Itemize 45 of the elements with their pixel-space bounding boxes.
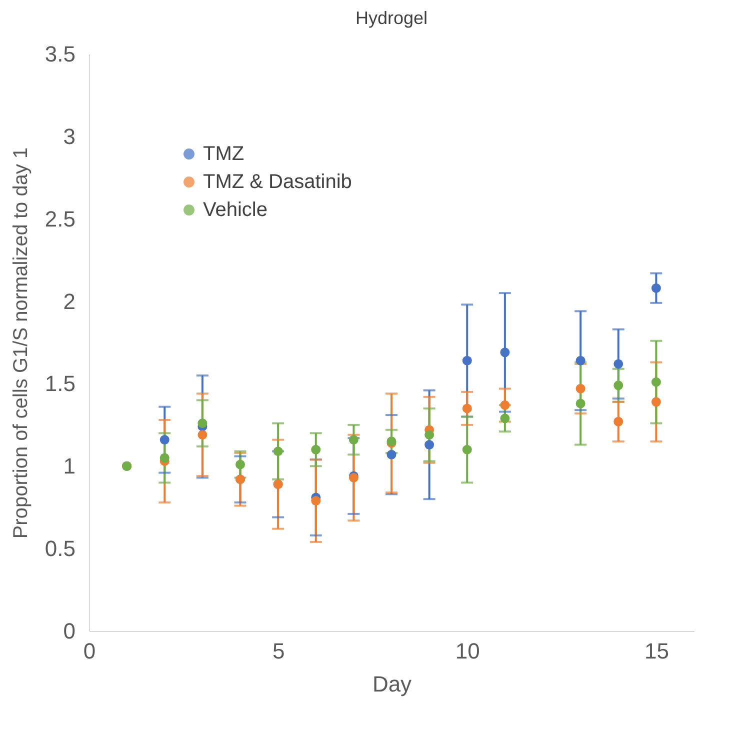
point [311,496,321,506]
legend-label: Vehicle [203,199,268,221]
x-tick-label: 5 [272,638,285,664]
y-tick-label: 0 [63,618,76,644]
point [462,404,472,414]
point [160,453,170,463]
y-tick-label: 0.5 [44,536,76,562]
x-tick-label: 15 [644,638,669,664]
y-tick-label: 2 [63,288,76,314]
point [500,414,510,424]
point [348,435,358,444]
point [311,444,321,454]
y-tick-label: 3.5 [44,42,76,66]
point [500,400,510,410]
chart-title: Hydrogel [355,8,428,28]
y-tick-label: 1.5 [44,371,76,396]
point [198,418,208,428]
y-tick-label: 2.5 [44,206,76,232]
point [386,450,396,460]
point [576,356,586,366]
point [651,283,661,293]
point [273,446,283,456]
point [614,380,624,390]
point [160,435,170,444]
point [576,384,586,394]
legend-label: TMZ & Dasatinib [203,171,352,193]
y-tick-label: 1 [63,454,76,479]
point [500,348,510,358]
y-axis-title: Proportion of cells G1/S normalized to day 1 [10,147,32,539]
y-tick-label: 3 [63,124,76,149]
point [576,398,586,408]
point [614,359,624,369]
x-tick-label: 10 [455,638,480,664]
point [651,397,661,407]
x-axis-title: Day [372,672,412,696]
legend-label: TMZ [203,143,244,165]
point [198,430,208,440]
point [651,377,661,387]
point [462,444,472,454]
point [424,440,434,450]
point [236,460,245,470]
point [614,416,624,426]
point [462,356,472,366]
x-tick-label: 0 [83,638,96,664]
point [424,430,434,440]
